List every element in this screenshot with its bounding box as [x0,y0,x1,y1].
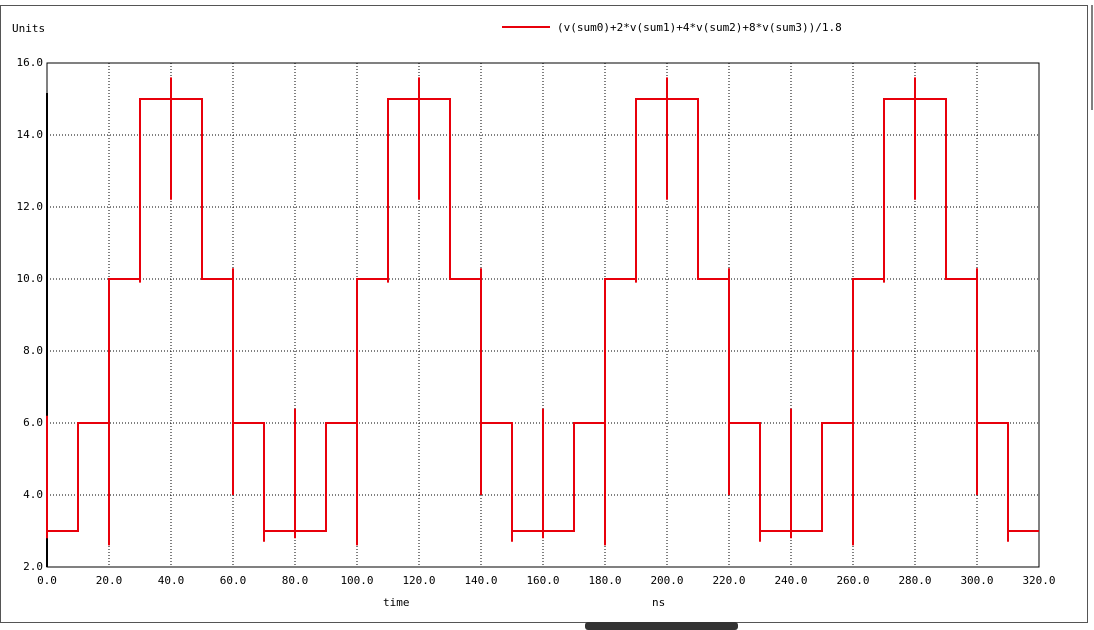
x-tick-label: 80.0 [282,574,309,587]
x-tick-label: 320.0 [1022,574,1055,587]
x-tick-label: 260.0 [836,574,869,587]
x-tick-label: 0.0 [37,574,57,587]
x-axis-label: time [383,596,410,609]
x-tick-label: 120.0 [402,574,435,587]
y-tick-label: 12.0 [17,200,44,213]
y-tick-label: 10.0 [17,272,44,285]
y-tick-label: 16.0 [17,56,44,69]
y-axis-label: Units [12,22,45,35]
x-tick-label: 280.0 [898,574,931,587]
legend-label: (v(sum0)+2*v(sum1)+4*v(sum2)+8*v(sum3))/… [557,21,842,34]
series-line [46,77,1039,546]
x-tick-label: 220.0 [712,574,745,587]
x-tick-label: 200.0 [650,574,683,587]
x-tick-label: 40.0 [158,574,185,587]
x-tick-label: 20.0 [96,574,123,587]
x-tick-label: 160.0 [526,574,559,587]
x-tick-label: 100.0 [340,574,373,587]
y-tick-label: 2.0 [23,560,43,573]
x-axis-unit: ns [652,596,665,609]
y-tick-label: 4.0 [23,488,43,501]
y-tick-label: 14.0 [17,128,44,141]
x-tick-label: 140.0 [464,574,497,587]
x-tick-label: 240.0 [774,574,807,587]
scroll-handle [585,622,738,630]
x-tick-label: 300.0 [960,574,993,587]
y-tick-label: 8.0 [23,344,43,357]
x-tick-label: 60.0 [220,574,247,587]
y-tick-label: 6.0 [23,416,43,429]
x-tick-label: 180.0 [588,574,621,587]
